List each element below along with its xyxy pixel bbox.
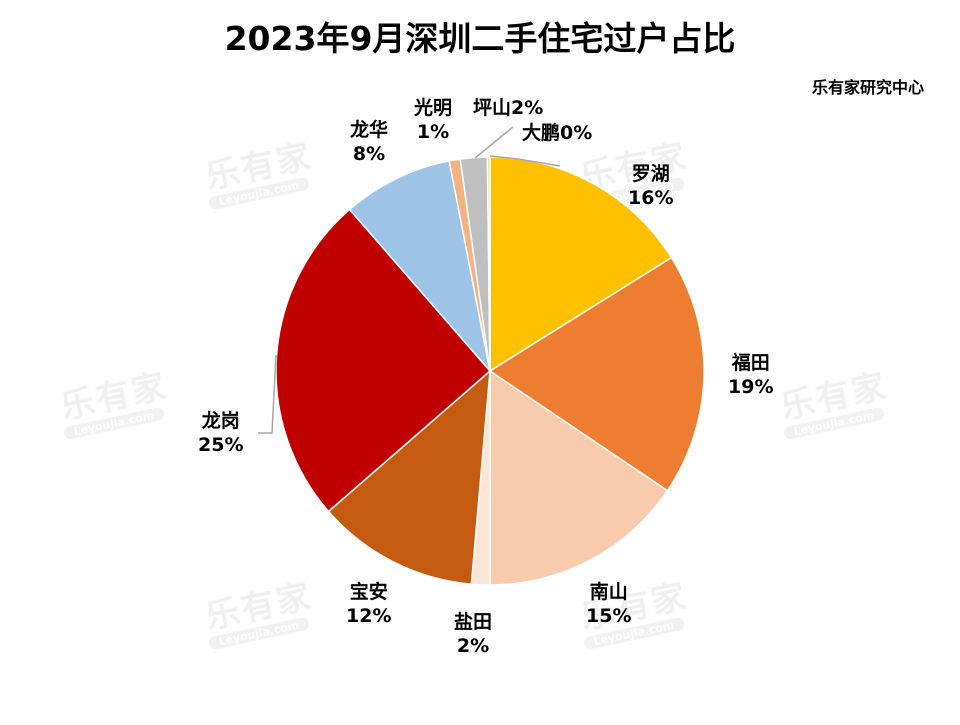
label-baoan: 宝安 12% [346, 581, 392, 627]
label-pingshan: 坪山2% [473, 97, 544, 119]
pie-slice-宝安 [327, 369, 491, 586]
leader-line-longgang [258, 354, 277, 434]
label-yantian: 盐田 2% [454, 611, 493, 657]
label-nanshan: 南山 15% [586, 581, 632, 627]
label-guangming: 光明 1% [414, 97, 453, 143]
source-label: 乐有家研究中心 [811, 78, 924, 97]
pie-slice-南山 [489, 369, 669, 586]
chart-title: 2023年9月深圳二手住宅过户占比 [224, 19, 736, 58]
pie-slice-大鹏 [486, 156, 491, 372]
label-longgang: 龙岗 25% [198, 410, 244, 456]
label-futian: 福田 19% [728, 352, 774, 398]
leader-line-pingshan [474, 126, 514, 159]
pie-slice-龙华 [348, 160, 492, 374]
pie-slices [275, 156, 705, 586]
label-longhua: 龙华 8% [350, 119, 389, 165]
label-dapeng: 大鹏0% [522, 122, 593, 144]
label-luohu: 罗湖 16% [628, 163, 674, 209]
pie-slice-福田 [488, 256, 705, 492]
leader-line-dapeng [489, 155, 561, 167]
